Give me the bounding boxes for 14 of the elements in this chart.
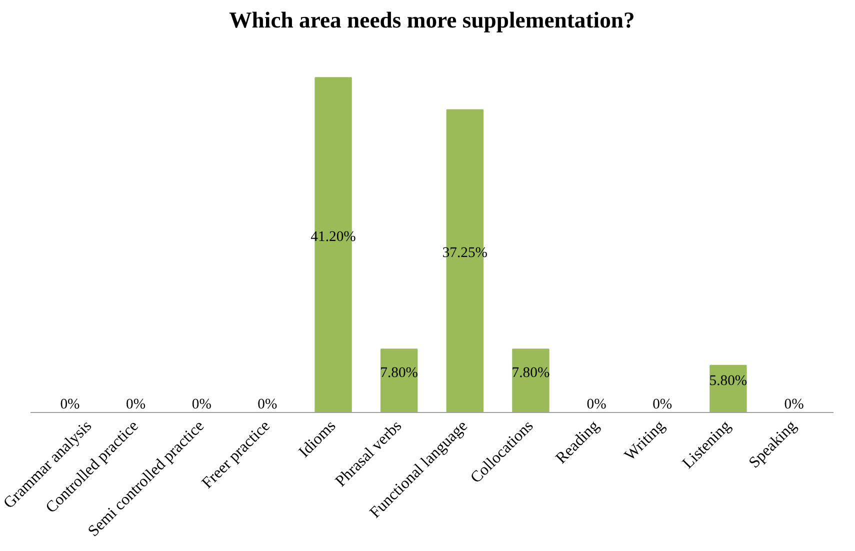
bar <box>512 348 550 412</box>
data-label: 0% <box>652 396 672 412</box>
data-label: 0% <box>192 396 212 412</box>
data-label: 7.80% <box>512 364 550 381</box>
bar <box>710 364 747 412</box>
data-label: 5.80% <box>709 372 748 389</box>
bar <box>380 348 418 412</box>
data-label: 0% <box>60 396 80 412</box>
data-label: 0% <box>258 396 278 412</box>
chart-title: Which area needs more supplementation? <box>229 8 635 32</box>
data-label: 7.80% <box>380 364 418 381</box>
data-label: 0% <box>784 396 804 412</box>
data-label: 0% <box>126 396 146 412</box>
data-label: 0% <box>586 396 606 412</box>
